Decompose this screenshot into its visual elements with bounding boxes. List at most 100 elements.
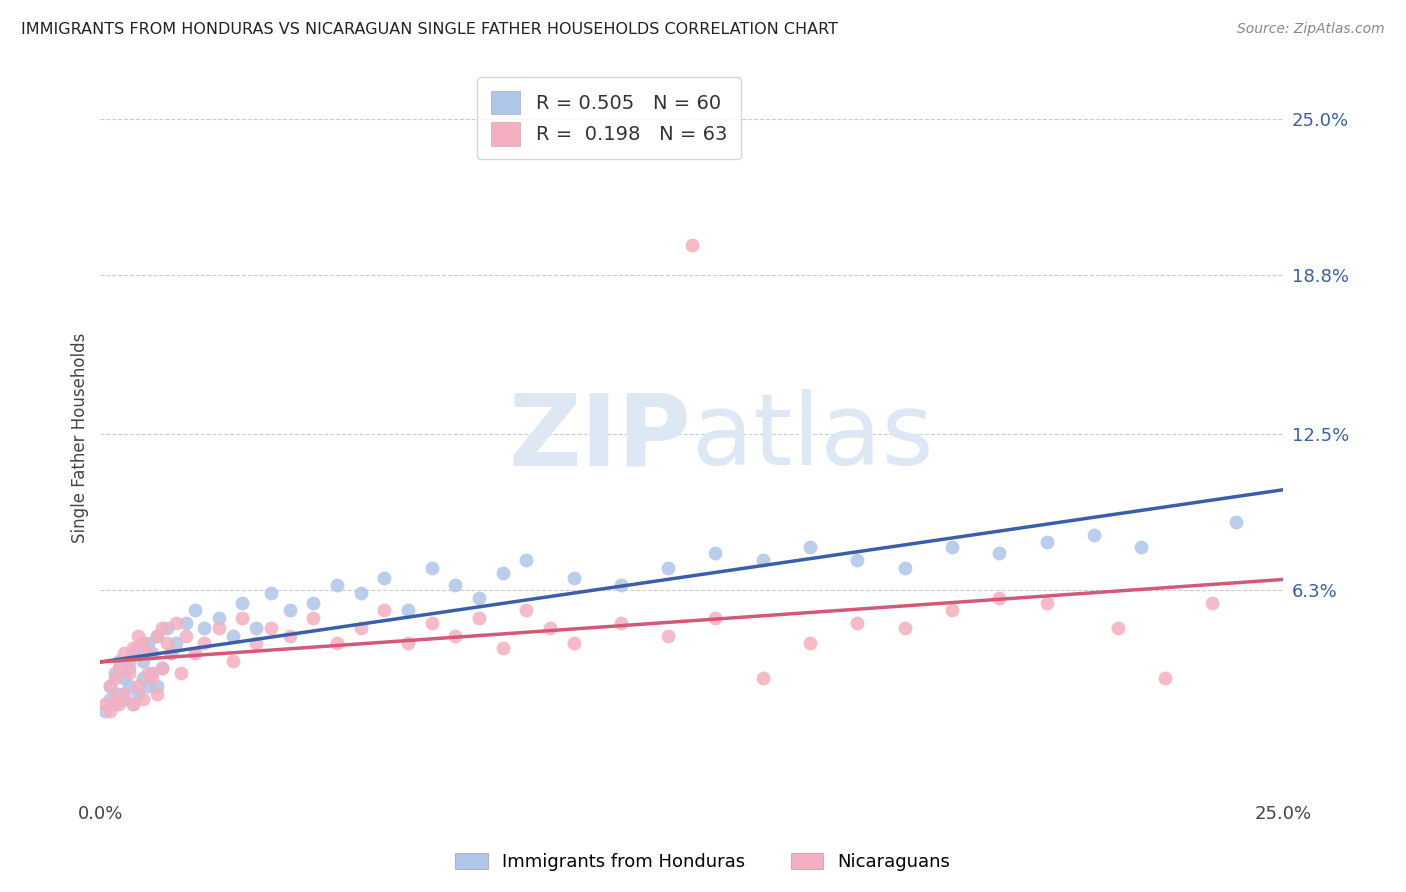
Point — [988, 591, 1011, 605]
Point — [231, 611, 253, 625]
Point — [302, 596, 325, 610]
Point — [108, 654, 131, 668]
Point — [146, 687, 169, 701]
Point — [98, 679, 121, 693]
Point — [222, 654, 245, 668]
Point — [103, 691, 125, 706]
Point — [444, 578, 467, 592]
Point — [245, 636, 267, 650]
Y-axis label: Single Father Households: Single Father Households — [72, 333, 89, 543]
Point — [122, 697, 145, 711]
Point — [1035, 535, 1057, 549]
Text: IMMIGRANTS FROM HONDURAS VS NICARAGUAN SINGLE FATHER HOUSEHOLDS CORRELATION CHAR: IMMIGRANTS FROM HONDURAS VS NICARAGUAN S… — [21, 22, 838, 37]
Point — [136, 636, 159, 650]
Point — [681, 238, 703, 252]
Point — [136, 646, 159, 660]
Point — [260, 621, 283, 635]
Point — [118, 666, 141, 681]
Point — [231, 596, 253, 610]
Point — [103, 697, 125, 711]
Point — [278, 603, 301, 617]
Point — [108, 661, 131, 675]
Point — [562, 571, 585, 585]
Point — [468, 611, 491, 625]
Point — [146, 629, 169, 643]
Point — [127, 687, 149, 701]
Point — [657, 629, 679, 643]
Point — [141, 672, 163, 686]
Point — [222, 629, 245, 643]
Point — [150, 621, 173, 635]
Point — [170, 666, 193, 681]
Point — [208, 621, 231, 635]
Point — [118, 654, 141, 668]
Point — [150, 661, 173, 675]
Point — [122, 641, 145, 656]
Point — [349, 586, 371, 600]
Point — [260, 586, 283, 600]
Point — [326, 636, 349, 650]
Point — [136, 666, 159, 681]
Point — [610, 616, 633, 631]
Point — [302, 611, 325, 625]
Point — [373, 603, 395, 617]
Point — [184, 603, 207, 617]
Text: atlas: atlas — [692, 390, 934, 486]
Point — [208, 611, 231, 625]
Point — [150, 661, 173, 675]
Legend: R = 0.505   N = 60, R =  0.198   N = 63: R = 0.505 N = 60, R = 0.198 N = 63 — [477, 77, 741, 160]
Point — [165, 616, 187, 631]
Point — [704, 611, 727, 625]
Point — [108, 687, 131, 701]
Point — [396, 636, 419, 650]
Point — [193, 636, 215, 650]
Point — [373, 571, 395, 585]
Point — [326, 578, 349, 592]
Point — [657, 560, 679, 574]
Point — [444, 629, 467, 643]
Point — [515, 553, 537, 567]
Point — [118, 679, 141, 693]
Point — [1130, 541, 1153, 555]
Point — [752, 672, 775, 686]
Point — [1035, 596, 1057, 610]
Point — [98, 704, 121, 718]
Point — [184, 646, 207, 660]
Point — [610, 578, 633, 592]
Point — [941, 541, 963, 555]
Point — [1107, 621, 1129, 635]
Point — [349, 621, 371, 635]
Point — [988, 545, 1011, 559]
Point — [103, 672, 125, 686]
Point — [112, 687, 135, 701]
Point — [245, 621, 267, 635]
Point — [141, 646, 163, 660]
Point — [132, 691, 155, 706]
Point — [165, 636, 187, 650]
Point — [122, 646, 145, 660]
Legend: Immigrants from Honduras, Nicaraguans: Immigrants from Honduras, Nicaraguans — [449, 846, 957, 879]
Point — [396, 603, 419, 617]
Text: ZIP: ZIP — [509, 390, 692, 486]
Point — [491, 641, 513, 656]
Point — [846, 553, 869, 567]
Point — [1154, 672, 1177, 686]
Point — [112, 691, 135, 706]
Point — [160, 646, 183, 660]
Point — [103, 666, 125, 681]
Point — [193, 621, 215, 635]
Point — [562, 636, 585, 650]
Point — [112, 646, 135, 660]
Point — [515, 603, 537, 617]
Point — [799, 541, 821, 555]
Point — [278, 629, 301, 643]
Point — [127, 629, 149, 643]
Point — [127, 641, 149, 656]
Point — [141, 666, 163, 681]
Point — [94, 697, 117, 711]
Point — [122, 697, 145, 711]
Point — [846, 616, 869, 631]
Point — [468, 591, 491, 605]
Point — [136, 679, 159, 693]
Point — [155, 636, 177, 650]
